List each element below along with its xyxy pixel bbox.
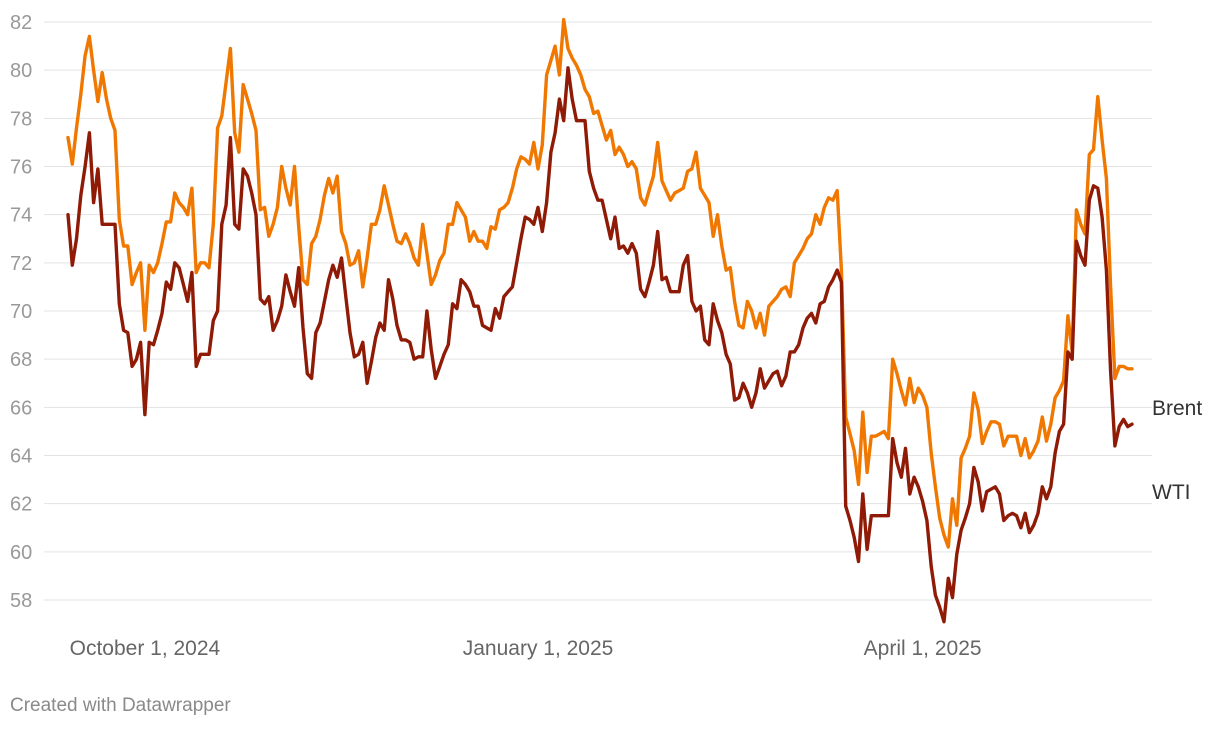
series-lines <box>66 17 1134 624</box>
brent-line <box>66 17 1134 549</box>
y-tick-label: 58 <box>10 590 32 612</box>
y-tick-label: 64 <box>10 446 32 468</box>
y-tick-label: 70 <box>10 301 32 323</box>
x-axis: October 1, 2024 January 1, 2025 April 1, 2… <box>70 637 982 660</box>
brent-series-label: Brent <box>1152 397 1202 420</box>
y-tick-label: 60 <box>10 542 32 564</box>
y-tick-label: 78 <box>10 108 32 130</box>
y-tick-label: 62 <box>10 494 32 516</box>
x-tick-label: April 1, 2025 <box>864 637 982 660</box>
y-tick-label: 68 <box>10 349 32 371</box>
gridlines <box>44 21 1152 601</box>
y-tick-label: 66 <box>10 397 32 419</box>
line-chart: 58 60 62 64 66 68 70 72 74 76 78 80 82 October 1, 20… <box>10 12 1202 660</box>
wti-line <box>66 66 1134 624</box>
x-tick-label: January 1, 2025 <box>463 637 614 660</box>
y-tick-label: 72 <box>10 253 32 275</box>
x-tick-label: October 1, 2024 <box>70 637 221 660</box>
credit-footer: Created with Datawrapper <box>10 695 231 716</box>
y-axis: 58 60 62 64 66 68 70 72 74 76 78 80 82 <box>10 12 32 612</box>
y-tick-label: 80 <box>10 60 32 82</box>
y-tick-label: 82 <box>10 12 32 34</box>
y-tick-label: 74 <box>10 205 32 227</box>
wti-series-label: WTI <box>1152 481 1190 504</box>
y-tick-label: 76 <box>10 157 32 179</box>
